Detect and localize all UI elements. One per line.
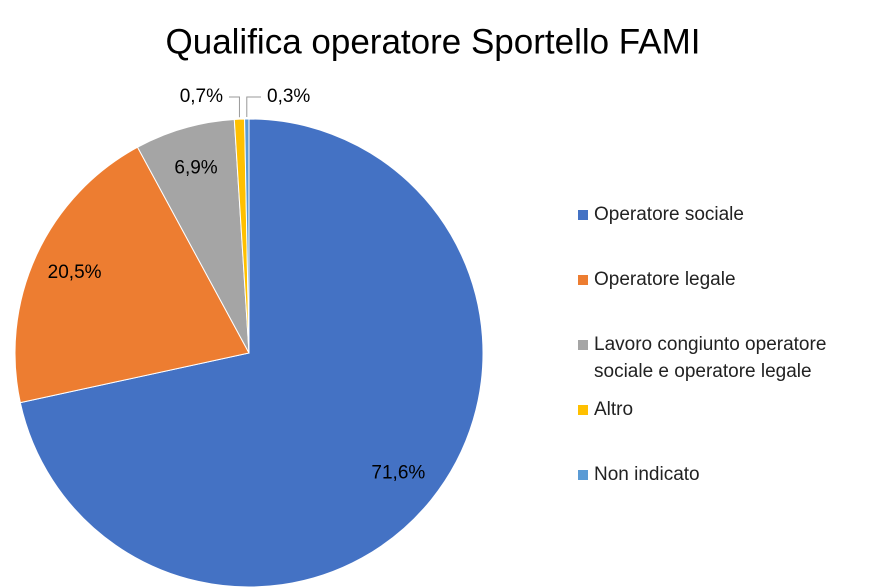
leader-line — [229, 96, 240, 118]
data-label: 71,6% — [371, 462, 425, 483]
legend-item: Lavoro congiunto operatore sociale e ope… — [578, 331, 878, 385]
legend-item: Operatore legale — [578, 266, 878, 293]
data-label: 20,5% — [48, 262, 102, 283]
pie-slice — [244, 118, 250, 354]
legend-swatch — [578, 405, 588, 415]
legend-item: Altro — [578, 396, 878, 423]
legend-swatch — [578, 275, 588, 285]
legend-item: Non indicato — [578, 461, 878, 488]
chart-title: Qualifica operatore Sportello FAMI — [166, 22, 701, 61]
legend-swatch — [578, 470, 588, 480]
pie-slice — [14, 146, 250, 404]
legend-label: Operatore sociale — [594, 204, 744, 225]
legend-label: Operatore legale — [594, 269, 736, 290]
data-label: 6,9% — [174, 158, 217, 179]
legend-label: Non indicato — [594, 464, 700, 485]
legend-label: Lavoro congiunto operatore sociale e ope… — [594, 334, 827, 382]
legend-swatch — [578, 340, 588, 350]
legend-label: Altro — [594, 399, 634, 420]
leader-line — [246, 96, 261, 118]
legend-item: Operatore sociale — [578, 201, 878, 228]
data-label: 0,3% — [267, 86, 310, 107]
pie-slice — [19, 118, 484, 588]
legend-swatch — [578, 210, 588, 220]
data-label: 0,7% — [180, 86, 223, 107]
